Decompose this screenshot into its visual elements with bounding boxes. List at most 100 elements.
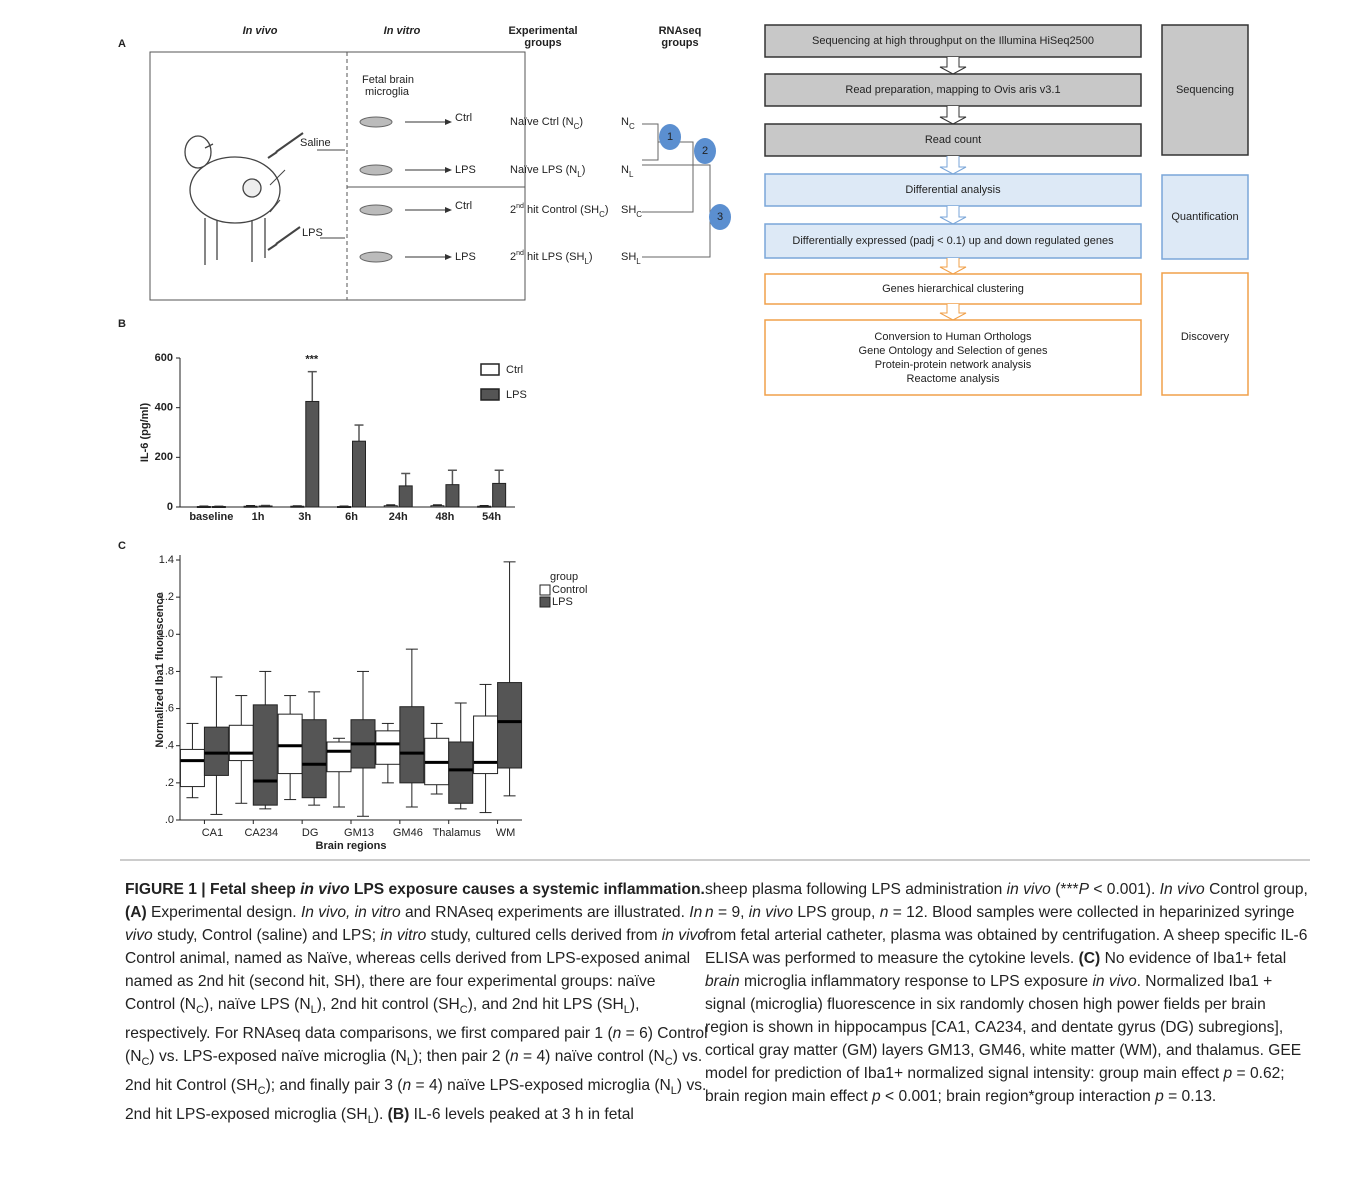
flow-step-text: Differentially expressed (padj < 0.1) up… bbox=[792, 235, 1114, 247]
caption-text: Control animal, named as Naïve, whereas … bbox=[125, 950, 691, 1013]
caption-text: ), naïve LPS (N bbox=[204, 996, 311, 1013]
caption-text: L bbox=[670, 1085, 677, 1098]
panel-label: C bbox=[118, 540, 126, 552]
caption-text: in vivo bbox=[661, 927, 706, 944]
stage-label: Quantification bbox=[1171, 211, 1238, 223]
legend-label: Ctrl bbox=[506, 364, 523, 376]
flow-step bbox=[764, 173, 1142, 207]
y-tick-label: .6 bbox=[165, 702, 174, 714]
design-frame bbox=[149, 51, 526, 301]
caption-text: n bbox=[612, 1025, 622, 1043]
y-tick-label: .2 bbox=[165, 777, 174, 789]
pair-label: 1 bbox=[667, 131, 673, 143]
group-label: Naïve LPS (NL) bbox=[510, 164, 585, 179]
group-label-part: Naïve Ctrl (N bbox=[510, 116, 574, 128]
caption-text: in vitro bbox=[380, 927, 427, 944]
box bbox=[179, 748, 205, 788]
bar bbox=[337, 506, 351, 509]
caption-text: L bbox=[367, 1114, 374, 1127]
caption-text: in vivo bbox=[300, 881, 350, 898]
design-header: Experimental bbox=[508, 25, 577, 37]
caption-text: = 4) naïve LPS-exposed microglia (N bbox=[411, 1077, 671, 1095]
pair-marker bbox=[709, 204, 731, 230]
box bbox=[228, 724, 254, 762]
caption-text: = 12. Blood samples were collected in he… bbox=[705, 904, 1308, 967]
bar bbox=[398, 485, 413, 508]
caption-text: ) vs. 2nd hit Control (SH bbox=[125, 1048, 703, 1095]
caption-text: In vivo bbox=[125, 904, 703, 944]
caption-text: Experimental design. bbox=[146, 904, 301, 921]
box bbox=[473, 715, 499, 775]
legend-label: LPS bbox=[506, 389, 527, 401]
caption-text: ) vs. 2nd hit LPS-exposed microglia (SH bbox=[125, 1077, 707, 1124]
x-tick-label: GM46 bbox=[393, 827, 423, 839]
x-tick-label: GM13 bbox=[344, 827, 374, 839]
x-tick-label: 6h bbox=[345, 511, 358, 523]
rnaseq-label: NC bbox=[621, 116, 635, 131]
caption-text: n bbox=[510, 1048, 519, 1066]
caption-text: p bbox=[872, 1088, 881, 1105]
bar bbox=[196, 506, 211, 509]
flow-step-text: Reactome analysis bbox=[907, 373, 1000, 385]
x-axis-label: Brain regions bbox=[316, 840, 387, 852]
flow-step bbox=[764, 73, 1142, 107]
caption-text: n bbox=[402, 1077, 412, 1095]
culture-dish bbox=[359, 116, 393, 128]
bar bbox=[383, 505, 398, 508]
y-tick-label: 1.0 bbox=[159, 628, 174, 640]
bar bbox=[258, 505, 273, 508]
x-tick-label: 54h bbox=[482, 511, 501, 523]
legend-swatch bbox=[480, 363, 500, 376]
box bbox=[203, 726, 229, 776]
group-label-part: hit Control (SH bbox=[524, 204, 599, 216]
caption-text: L bbox=[623, 1004, 630, 1017]
culture-dish bbox=[359, 164, 393, 176]
x-tick-label: 24h bbox=[389, 511, 408, 523]
group-label-part: ) bbox=[582, 164, 586, 176]
x-tick-label: Thalamus bbox=[433, 827, 482, 839]
flow-step-text: Differential analysis bbox=[905, 184, 1001, 196]
caption-text: in vivo bbox=[1006, 881, 1051, 898]
caption-text: ), respectively. For RNAseq data compari… bbox=[125, 996, 640, 1043]
legend-swatch bbox=[539, 596, 551, 608]
group-label-part: L bbox=[584, 257, 589, 266]
legend-label: Control bbox=[552, 584, 587, 596]
design-header: groups bbox=[524, 37, 561, 49]
y-tick-label: .0 bbox=[165, 814, 174, 826]
rnaseq-label: SHC bbox=[621, 204, 642, 219]
bar bbox=[477, 505, 492, 508]
pair-label: 3 bbox=[717, 211, 723, 223]
rnaseq-label-part: N bbox=[621, 116, 629, 128]
flow-arrow bbox=[939, 206, 967, 225]
caption-text: ), 2nd hit control (SH bbox=[316, 996, 460, 1013]
caption-text: L bbox=[406, 1056, 413, 1069]
flow-step-text: Gene Ontology and Selection of genes bbox=[859, 345, 1048, 357]
caption-text: n bbox=[705, 904, 714, 921]
flow-arrow bbox=[939, 57, 967, 75]
group-label-part: 2 bbox=[510, 251, 516, 263]
legend-swatch bbox=[480, 388, 500, 401]
caption-text: = 6) Control (N bbox=[125, 1025, 708, 1066]
caption-right: sheep plasma following LPS administratio… bbox=[705, 878, 1310, 1108]
caption-text: < 0.001; brain region*group interaction bbox=[880, 1088, 1156, 1105]
x-tick-label: 1h bbox=[252, 511, 265, 523]
flow-arrow bbox=[939, 304, 967, 321]
caption-text: n bbox=[879, 904, 889, 921]
flow-step-text: Genes hierarchical clustering bbox=[882, 283, 1024, 295]
culture-label: Ctrl bbox=[455, 200, 472, 212]
x-tick-label: CA234 bbox=[244, 827, 278, 839]
legend-title: group bbox=[550, 571, 578, 583]
stage-box bbox=[1161, 272, 1249, 396]
x-tick-label: baseline bbox=[189, 511, 233, 523]
y-tick-label: 0 bbox=[167, 501, 173, 513]
caption-text: LPS exposure causes a systemic inflammat… bbox=[125, 881, 705, 921]
flow-step bbox=[764, 319, 1142, 396]
flow-step bbox=[764, 123, 1142, 157]
flow-arrow bbox=[939, 106, 967, 125]
caption-text: C bbox=[664, 1056, 673, 1069]
caption-text: brain bbox=[705, 973, 740, 990]
x-tick-label: DG bbox=[302, 827, 319, 839]
syringes bbox=[267, 132, 345, 251]
arrow-head bbox=[445, 254, 452, 260]
